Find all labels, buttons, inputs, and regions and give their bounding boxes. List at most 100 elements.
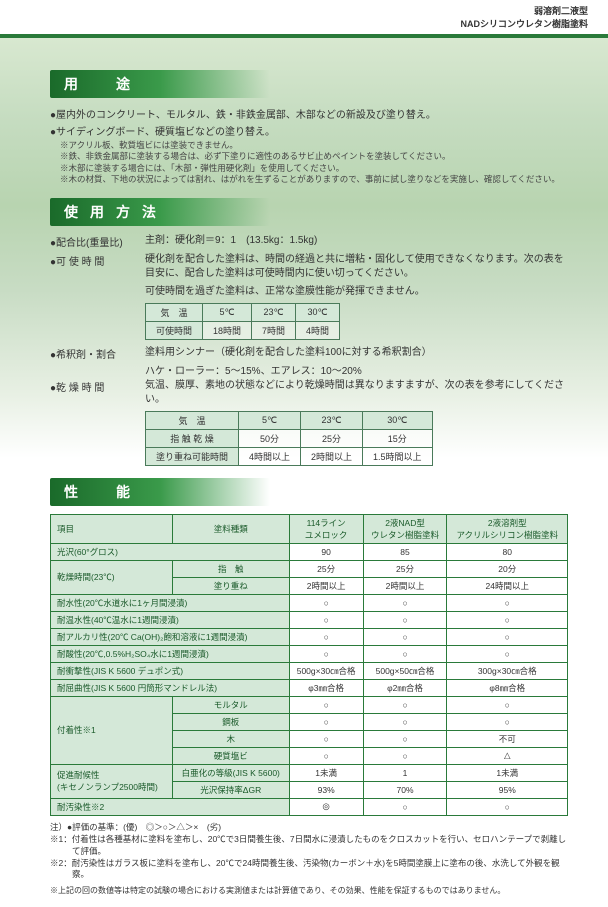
row-label: 指 触 乾 燥	[146, 429, 239, 447]
cell: ○	[289, 645, 363, 662]
cell: ○	[363, 747, 447, 764]
spec-kansou: ●乾 燥 時 間 気温、膜厚、素地の状態などにより乾燥時間は異なりますますが、次…	[50, 379, 568, 407]
row-label: 可使時間	[146, 321, 203, 339]
cell: 2時間以上	[363, 577, 447, 594]
cell: ○	[363, 645, 447, 662]
yoto-bullet: ●屋内外のコンクリート、モルタル、鉄・非鉄金属部、木部などの新設及び塗り替え。	[50, 106, 568, 121]
cell: 2時間以上	[301, 447, 363, 465]
sub-head: 指 触	[172, 560, 289, 577]
cell: 95%	[447, 781, 568, 798]
spec-text: 硬化剤を配合した塗料は、時間の経過と共に増粘・固化して使用できなくなります。次の…	[145, 253, 568, 281]
header-line1: 弱溶剤二液型	[534, 6, 588, 16]
th: 気 温	[146, 303, 203, 321]
cell: 1	[363, 764, 447, 781]
section-yoto-title: 用 途	[50, 70, 270, 98]
cell: 300g×30㎝合格	[447, 662, 568, 679]
notes-block: 注）●評価の基準：(優) ◎＞○＞△＞× (劣) ※1：付着性は各種基材に塗料を…	[50, 822, 568, 897]
table-kashi: 気 温 5℃ 23℃ 30℃ 可使時間 18時間 7時間 4時間	[145, 303, 340, 340]
row-head: 耐衝撃性(JIS K 5600 デュポン式)	[51, 662, 290, 679]
cell: 90	[289, 543, 363, 560]
cell: ○	[363, 798, 447, 815]
spec-text: 塗料用シンナー（硬化剤を配合した塗料100に対する希釈割合）	[145, 346, 568, 361]
spec-label: ●希釈剤・割合	[50, 346, 145, 361]
cell: φ3㎜合格	[289, 679, 363, 696]
spec-haigouhi: ●配合比(重量比) 主剤：硬化剤＝9：1 (13.5kg：1.5kg)	[50, 234, 568, 249]
table-kansou: 気 温 5℃ 23℃ 30℃ 指 触 乾 燥 50分 25分 15分 塗り重ね可…	[145, 411, 433, 466]
performance-table: 項目塗料種類114ラインユメロック2液NAD型ウレタン樹脂塗料2液溶剤型アクリル…	[50, 514, 568, 816]
spec-kashiyou: ●可 使 時 間 硬化剤を配合した塗料は、時間の経過と共に増粘・固化して使用でき…	[50, 253, 568, 281]
cell: ○	[447, 628, 568, 645]
sub-head: 塗り重ね	[172, 577, 289, 594]
cell: 15分	[363, 429, 433, 447]
cell: ○	[289, 611, 363, 628]
cell: 18時間	[203, 321, 252, 339]
row-head: 付着性※1	[51, 696, 173, 764]
cell: 50分	[239, 429, 301, 447]
cell: ○	[363, 611, 447, 628]
yoto-note: ※鉄、非鉄金属部に塗装する場合は、必ず下塗りに適性のあるサビ止めペイントを塗装し…	[60, 151, 568, 162]
sub-head: 光沢保持率ΔGR	[172, 781, 289, 798]
sub-head: 硬質塩ビ	[172, 747, 289, 764]
sub-head: モルタル	[172, 696, 289, 713]
cell: ○	[289, 628, 363, 645]
cell: 1未満	[289, 764, 363, 781]
cell: 85	[363, 543, 447, 560]
cell: 4時間以上	[239, 447, 301, 465]
cell: ○	[289, 713, 363, 730]
cell: ○	[363, 713, 447, 730]
cell: 25分	[363, 560, 447, 577]
cell: 2時間以上	[289, 577, 363, 594]
cell: ○	[289, 747, 363, 764]
cell: φ2㎜合格	[363, 679, 447, 696]
note-item: ※1：付着性は各種基材に塗料を塗布し、20℃で3日間養生後、7日間水に浸漬したも…	[50, 834, 568, 858]
cell: 80	[447, 543, 568, 560]
th: 30℃	[363, 411, 433, 429]
section-seinou-title: 性 能	[50, 478, 270, 506]
header-line2: NADシリコンウレタン樹脂塗料	[461, 19, 589, 29]
cell: ○	[447, 696, 568, 713]
spec-text2: 可使時間を過ぎた塗料は、正常な塗膜性能が発揮できません。	[145, 285, 568, 299]
spec-label: ●乾 燥 時 間	[50, 379, 145, 407]
cell: 4時間	[296, 321, 340, 339]
cell: 1未満	[447, 764, 568, 781]
th-col: 2液NAD型ウレタン樹脂塗料	[363, 514, 447, 543]
th-item: 項目	[51, 514, 173, 543]
spec-kishaku: ●希釈剤・割合 塗料用シンナー（硬化剤を配合した塗料100に対する希釈割合）	[50, 346, 568, 361]
cell: 93%	[289, 781, 363, 798]
cell: ○	[447, 713, 568, 730]
row-head: 乾燥時間(23℃)	[51, 560, 173, 594]
th: 5℃	[203, 303, 252, 321]
th: 23℃	[252, 303, 296, 321]
th: 5℃	[239, 411, 301, 429]
cell: 500g×30㎝合格	[289, 662, 363, 679]
note-item: ※2：耐汚染性はガラス板に塗料を塗布し、20℃で24時間養生後、汚染物(カーボン…	[50, 858, 568, 882]
cell: ◎	[289, 798, 363, 815]
spec-text: 気温、膜厚、素地の状態などにより乾燥時間は異なりますますが、次の表を参考にしてく…	[145, 379, 568, 407]
row-head: 耐屈曲性(JIS K 5600 円筒形マンドレル法)	[51, 679, 290, 696]
row-head: 耐アルカリ性(20℃ Ca(OH)₂飽和溶液に1週間浸漬)	[51, 628, 290, 645]
cell: 500g×50㎝合格	[363, 662, 447, 679]
th: 30℃	[296, 303, 340, 321]
footnote: ※上記の回の数値等は特定の試験の場合における実測値または計算値であり、その効果、…	[50, 885, 568, 896]
cell: ○	[447, 611, 568, 628]
cell: ○	[363, 594, 447, 611]
cell: φ8㎜合格	[447, 679, 568, 696]
cell: 20分	[447, 560, 568, 577]
yoto-bullets: ●屋内外のコンクリート、モルタル、鉄・非鉄金属部、木部などの新設及び塗り替え。 …	[50, 106, 568, 186]
row-head: 光沢(60°グロス)	[51, 543, 290, 560]
sub-head: 鋼板	[172, 713, 289, 730]
spec-label: ●配合比(重量比)	[50, 234, 145, 249]
sub-head: 木	[172, 730, 289, 747]
row-head: 耐温水性(40℃温水に1週間浸漬)	[51, 611, 290, 628]
yoto-note: ※木の材質、下地の状況によっては割れ、はがれを生ずることがありますので、事前に試…	[60, 174, 568, 185]
th-col: 114ラインユメロック	[289, 514, 363, 543]
row-head: 耐酸性(20℃,0.5%H₂SO₄水に1週間浸漬)	[51, 645, 290, 662]
th-col: 2液溶剤型アクリルシリコン樹脂塗料	[447, 514, 568, 543]
row-head: 耐汚染性※2	[51, 798, 290, 815]
th-paint-type: 塗料種類	[172, 514, 289, 543]
yoto-bullet: ●サイディングボード、硬質塩ビなどの塗り替え。	[50, 123, 568, 138]
th: 23℃	[301, 411, 363, 429]
cell: ○	[289, 696, 363, 713]
row-label: 塗り重ね可能時間	[146, 447, 239, 465]
cell: ○	[447, 645, 568, 662]
